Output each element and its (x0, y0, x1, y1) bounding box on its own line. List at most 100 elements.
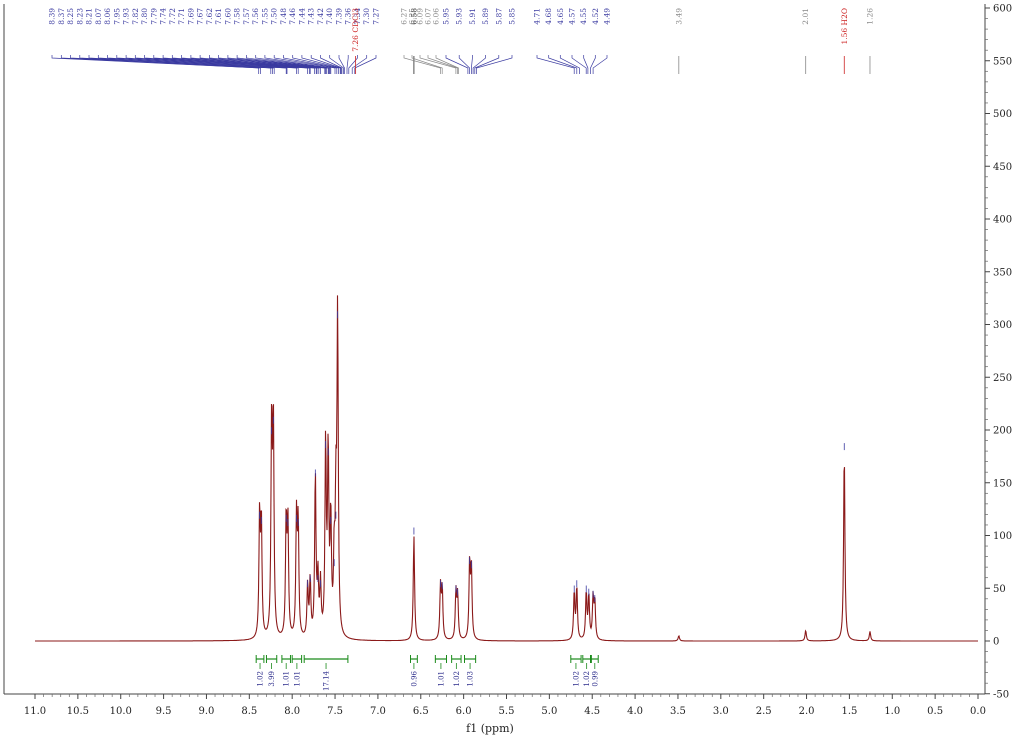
peak-label: 7.71 (177, 8, 186, 25)
peak-leader (264, 55, 332, 74)
peak-label: 5.93 (455, 8, 464, 25)
peak-label: 7.34 (353, 8, 362, 25)
peak-label: 8.06 (103, 8, 112, 25)
y-tick-label: 200 (993, 426, 1012, 437)
peak-label: 7.58 (233, 8, 242, 25)
peak-label: 8.37 (57, 8, 66, 25)
peak-leader (411, 55, 443, 74)
peak-label: 6.06 (432, 8, 441, 25)
x-tick-label: 0.5 (927, 706, 943, 717)
peak-label: 7.82 (131, 8, 140, 25)
peak-leader (301, 55, 341, 74)
peak-label: 4.68 (544, 8, 553, 25)
peak-leader (403, 55, 441, 74)
x-tick-label: 6.0 (456, 706, 472, 717)
x-tick-label: 4.0 (627, 706, 643, 717)
peak-label: 4.65 (556, 8, 565, 25)
integral-label: 1.01 (437, 671, 445, 687)
peak-label: 7.46 (288, 8, 297, 25)
x-tick-label: 2.0 (799, 706, 815, 717)
peak-leader (255, 55, 331, 74)
peak-leader (474, 55, 500, 74)
peak-label: 7.56 (251, 8, 260, 25)
integral-label: 1.03 (467, 671, 475, 687)
peak-leader (338, 55, 345, 74)
peak-leader (246, 55, 330, 74)
peak-label: 4.55 (579, 8, 588, 25)
integral-label: 17.14 (323, 670, 331, 691)
integral-label: 0.99 (591, 671, 599, 687)
peak-label: 4.52 (591, 8, 600, 25)
peak-label: 5.91 (468, 8, 477, 25)
x-tick-label: 3.0 (713, 706, 729, 717)
peak-label: 7.72 (168, 8, 177, 25)
x-tick-label: 10.5 (67, 706, 89, 717)
peak-leader (218, 55, 326, 74)
peak-label: 5.95 (442, 8, 451, 25)
x-tick-label: 5.5 (499, 706, 515, 717)
peak-leader (351, 55, 368, 74)
peak-leader (536, 55, 575, 74)
peak-label: 7.60 (223, 8, 232, 25)
peak-leader (419, 55, 457, 74)
peak-leader (590, 55, 596, 74)
integral-label: 0.96 (410, 670, 418, 686)
x-tick-label: 8.0 (284, 706, 300, 717)
peak-label: 7.93 (122, 8, 131, 25)
peak-label: 5.87 (494, 8, 503, 25)
peak-label: 7.36 (344, 8, 353, 25)
peak-leader (310, 55, 342, 74)
peak-label: 4.57 (568, 8, 577, 25)
peak-label: 6.27 (400, 8, 409, 25)
spectrum-line (35, 295, 978, 642)
peak-leader (199, 55, 321, 74)
x-tick-label: 1.0 (884, 706, 900, 717)
y-axis: -50 0 50 100 150 200 250 300 350 400 450 500 550 600 (985, 4, 1012, 700)
y-tick-label: 400 (993, 215, 1012, 226)
peak-label: 8.39 (48, 8, 57, 25)
peak-leader (348, 55, 358, 74)
peak-leader (445, 55, 469, 74)
integral-label: 3.99 (268, 671, 276, 687)
x-tick-label: 1.5 (841, 706, 857, 717)
peak-label: 5.89 (481, 8, 490, 25)
peak-label: 2.01 (801, 8, 810, 25)
peak-label: 7.57 (242, 8, 251, 25)
peak-label: 6.58 (409, 8, 418, 25)
peak-leader (471, 55, 473, 74)
peak-label: 7.39 (335, 8, 344, 25)
peak-label: 7.26 CDCl3 (351, 8, 360, 52)
y-tick-label: 100 (993, 531, 1012, 542)
peak-label: 7.61 (214, 8, 223, 25)
peak-leader (320, 55, 343, 74)
peak-leader (346, 55, 349, 74)
peak-leader (592, 55, 608, 74)
peak-leader (283, 55, 338, 74)
x-tick-label: 2.5 (756, 706, 772, 717)
plot-frame (3, 4, 986, 695)
peak-leader (435, 55, 459, 74)
y-tick-label: 300 (993, 320, 1012, 331)
peak-label: 7.69 (186, 8, 195, 25)
integral-label: 1.02 (583, 671, 591, 687)
y-tick-label: -50 (993, 689, 1009, 700)
peak-leader (571, 55, 587, 74)
x-tick-label: 10.0 (110, 706, 132, 717)
peak-label: 6.07 (424, 8, 433, 25)
peak-label: 7.40 (325, 8, 334, 25)
peak-label: 7.67 (196, 8, 205, 25)
peak-label: 8.21 (85, 8, 94, 25)
x-tick-label: 4.5 (584, 706, 600, 717)
peak-label: 3.49 (674, 8, 683, 25)
peak-leader (171, 55, 317, 74)
peak-leader (88, 55, 275, 74)
peak-label: 7.43 (307, 8, 316, 25)
x-tick-label: 8.5 (241, 706, 257, 717)
peak-label: 8.23 (75, 8, 84, 25)
peak-label: 1.26 (866, 8, 875, 25)
y-tick-label: 350 (993, 267, 1012, 278)
peak-label: 7.95 (112, 8, 121, 25)
peak-label: 8.07 (94, 8, 103, 25)
peak-leader (162, 55, 315, 74)
peak-leader (125, 55, 299, 74)
